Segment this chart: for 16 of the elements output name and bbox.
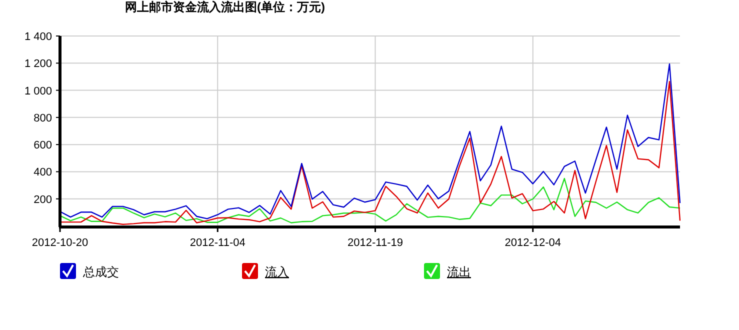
x-tick-label: 2012-11-04 (190, 237, 246, 249)
x-tick-label: 2012-11-19 (348, 237, 403, 249)
legend-label: 总成交 (82, 265, 119, 279)
legend-label: 流入 (265, 265, 289, 279)
y-tick-label: 1 400 (24, 31, 52, 43)
legend-label: 流出 (447, 265, 471, 279)
x-tick-label: 2012-10-20 (32, 237, 88, 249)
y-tick-label: 1 000 (24, 85, 52, 98)
line-series (59, 178, 681, 224)
y-tick-label: 1 200 (24, 58, 52, 70)
y-tick-label: 400 (34, 166, 52, 179)
x-tick-label: 2012-12-04 (504, 237, 562, 249)
y-tick-label: 800 (34, 112, 52, 124)
y-tick-label: 600 (34, 140, 52, 152)
y-tick-label: 200 (34, 194, 52, 206)
chart-title: 网上邮市资金流入流出图(单位：万元) (125, 0, 325, 14)
